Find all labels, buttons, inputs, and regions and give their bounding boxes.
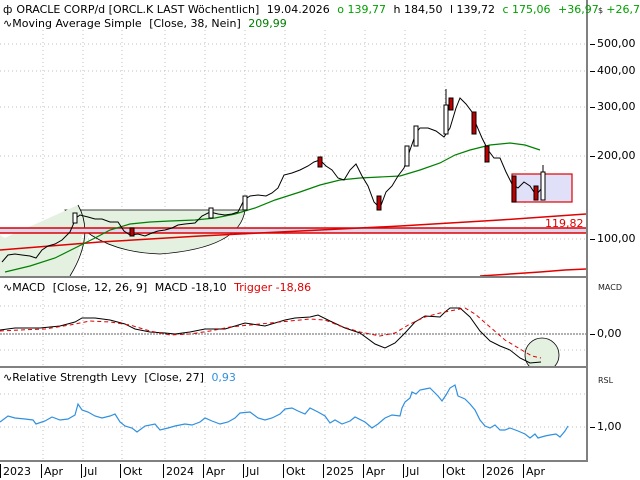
time-label: Okt	[120, 464, 142, 478]
time-label: Apr	[363, 464, 385, 478]
currency-label: $	[598, 6, 604, 15]
macd-zero-tick: 0,00	[590, 327, 622, 340]
price-line	[1, 97, 545, 263]
ma-params: [Close, 38, Nein]	[149, 17, 241, 30]
high-value: h 184,50	[393, 3, 443, 16]
rsl-value: 0,93	[211, 371, 236, 384]
change-pct-value: +26,77%	[606, 3, 640, 16]
time-label: 2024	[163, 464, 194, 478]
time-label: Jul	[81, 464, 97, 478]
time-axis[interactable]: 2023 Apr Jul Okt 2024 Apr Jul Okt 2025 A…	[0, 462, 588, 480]
macd-highlight-circle	[524, 337, 560, 366]
price-tick: 100,00	[590, 232, 636, 245]
time-label: 2023	[0, 464, 31, 478]
moving-average-line	[4, 142, 541, 273]
symbol-label: ORACLE CORP/d [ORCL.K LAST Wöchentlich]	[16, 3, 260, 16]
time-label: Jul	[403, 464, 419, 478]
macd-params: [Close, 12, 26, 9]	[52, 281, 148, 294]
ma-label: Moving Average Simple	[12, 17, 142, 30]
rsl-canvas	[0, 382, 586, 460]
trend-line-lower	[479, 268, 586, 276]
trend-line-upper	[0, 213, 586, 251]
rsl-label: Relative Strength Levy	[12, 371, 137, 384]
trigger-line	[0, 307, 542, 359]
change-value: +36,97	[558, 3, 599, 16]
macd-canvas	[0, 292, 586, 366]
indicator-wave-icon: ∿	[3, 371, 13, 384]
indicator-wave-icon: ∿	[3, 17, 13, 30]
time-label: Apr	[41, 464, 63, 478]
price-tick: 400,00	[590, 64, 636, 77]
macd-line	[0, 307, 542, 364]
price-axis[interactable]: $ 500,00 400,00 300,00 200,00 100,00	[590, 0, 640, 278]
rsl-axis[interactable]: RSL 1,00	[590, 368, 640, 462]
price-legend: ф ORACLE CORP/d [ORCL.K LAST Wöchentlich]…	[3, 3, 640, 16]
time-label: Okt	[283, 464, 305, 478]
macd-axis[interactable]: MACD 0,00	[590, 278, 640, 368]
price-chart-panel[interactable]: 119,82 ф ORACLE CORP/d [ORCL.K LAST Wöche…	[0, 0, 640, 278]
indicator-wave-icon: ∿	[3, 281, 13, 294]
support-value-label: 119,82	[545, 217, 584, 230]
time-label: Jul	[243, 464, 259, 478]
rsl-one-tick: 1,00	[590, 420, 622, 433]
rsl-params: [Close, 27]	[144, 371, 204, 384]
ma-legend[interactable]: ∿Moving Average Simple [Close, 38, Nein]…	[3, 17, 291, 30]
price-tick: 500,00	[590, 37, 636, 50]
support-band	[0, 228, 586, 233]
macd-legend[interactable]: ∿MACD [Close, 12, 26, 9] MACD -18,10 Tri…	[3, 281, 315, 294]
ma-value: 209,99	[248, 17, 287, 30]
rsl-line	[0, 384, 569, 439]
price-chart-canvas: 119,82	[0, 30, 586, 276]
time-label: 2025	[323, 464, 354, 478]
price-grid	[0, 30, 586, 276]
price-tick: 300,00	[590, 100, 636, 113]
price-tick: 200,00	[590, 149, 636, 162]
time-label: Okt	[443, 464, 465, 478]
macd-panel[interactable]: ∿MACD [Close, 12, 26, 9] MACD -18,10 Tri…	[0, 278, 588, 368]
date-label: 19.04.2026	[266, 3, 330, 16]
open-value: o 139,77	[337, 3, 386, 16]
time-label: 2026	[483, 464, 514, 478]
candles	[72, 89, 546, 237]
rsl-legend[interactable]: ∿Relative Strength Levy [Close, 27] 0,93	[3, 371, 240, 384]
rsl-axis-title: RSL	[598, 376, 614, 385]
macd-value: MACD -18,10	[154, 281, 227, 294]
close-value: c 175,06	[502, 3, 551, 16]
macd-axis-title: MACD	[598, 283, 622, 292]
rsl-panel[interactable]: ∿Relative Strength Levy [Close, 27] 0,93	[0, 368, 588, 462]
candle-icon: ф	[3, 3, 13, 16]
time-label: Apr	[523, 464, 545, 478]
low-value: l 139,72	[449, 3, 495, 16]
time-label: Apr	[203, 464, 225, 478]
trigger-value: Trigger -18,86	[234, 281, 312, 294]
macd-label: MACD	[12, 281, 46, 294]
